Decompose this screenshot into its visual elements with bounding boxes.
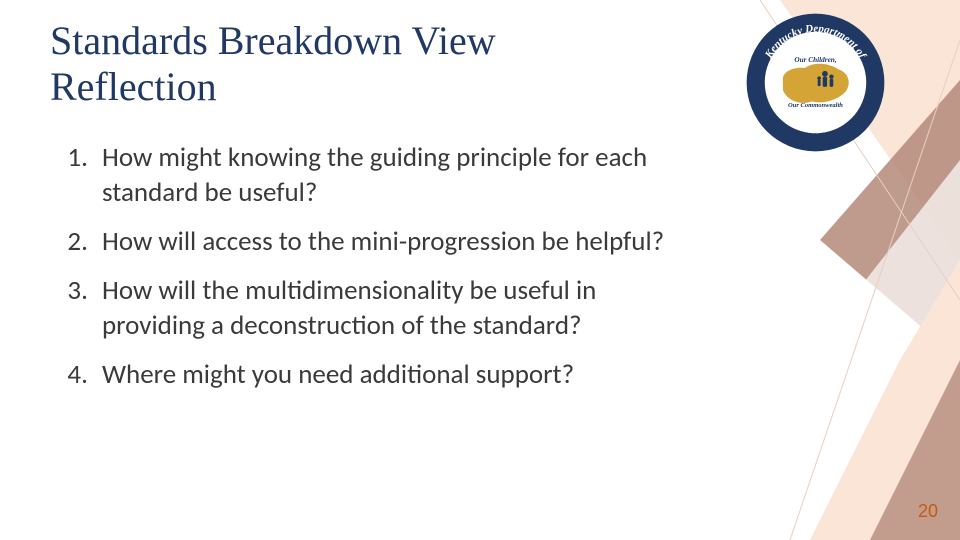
- list-item: How might knowing the guiding principle …: [94, 140, 690, 210]
- reflection-list: How might knowing the guiding principle …: [50, 140, 690, 407]
- seal-inner-bottom: Our Commonwealth: [788, 102, 843, 109]
- page-number: 20: [918, 501, 938, 522]
- list-item: How will access to the mini-progression …: [94, 224, 690, 259]
- slide: Kentucky Department of Education Our Chi…: [0, 0, 960, 540]
- list-item: How will the multidimensionality be usef…: [94, 273, 690, 343]
- kde-seal-icon: Kentucky Department of Education Our Chi…: [743, 10, 888, 155]
- seal-inner-top: Our Children,: [794, 56, 836, 64]
- slide-title: Standards Breakdown View Reflection: [50, 18, 650, 110]
- list-item: Where might you need additional support?: [94, 357, 690, 392]
